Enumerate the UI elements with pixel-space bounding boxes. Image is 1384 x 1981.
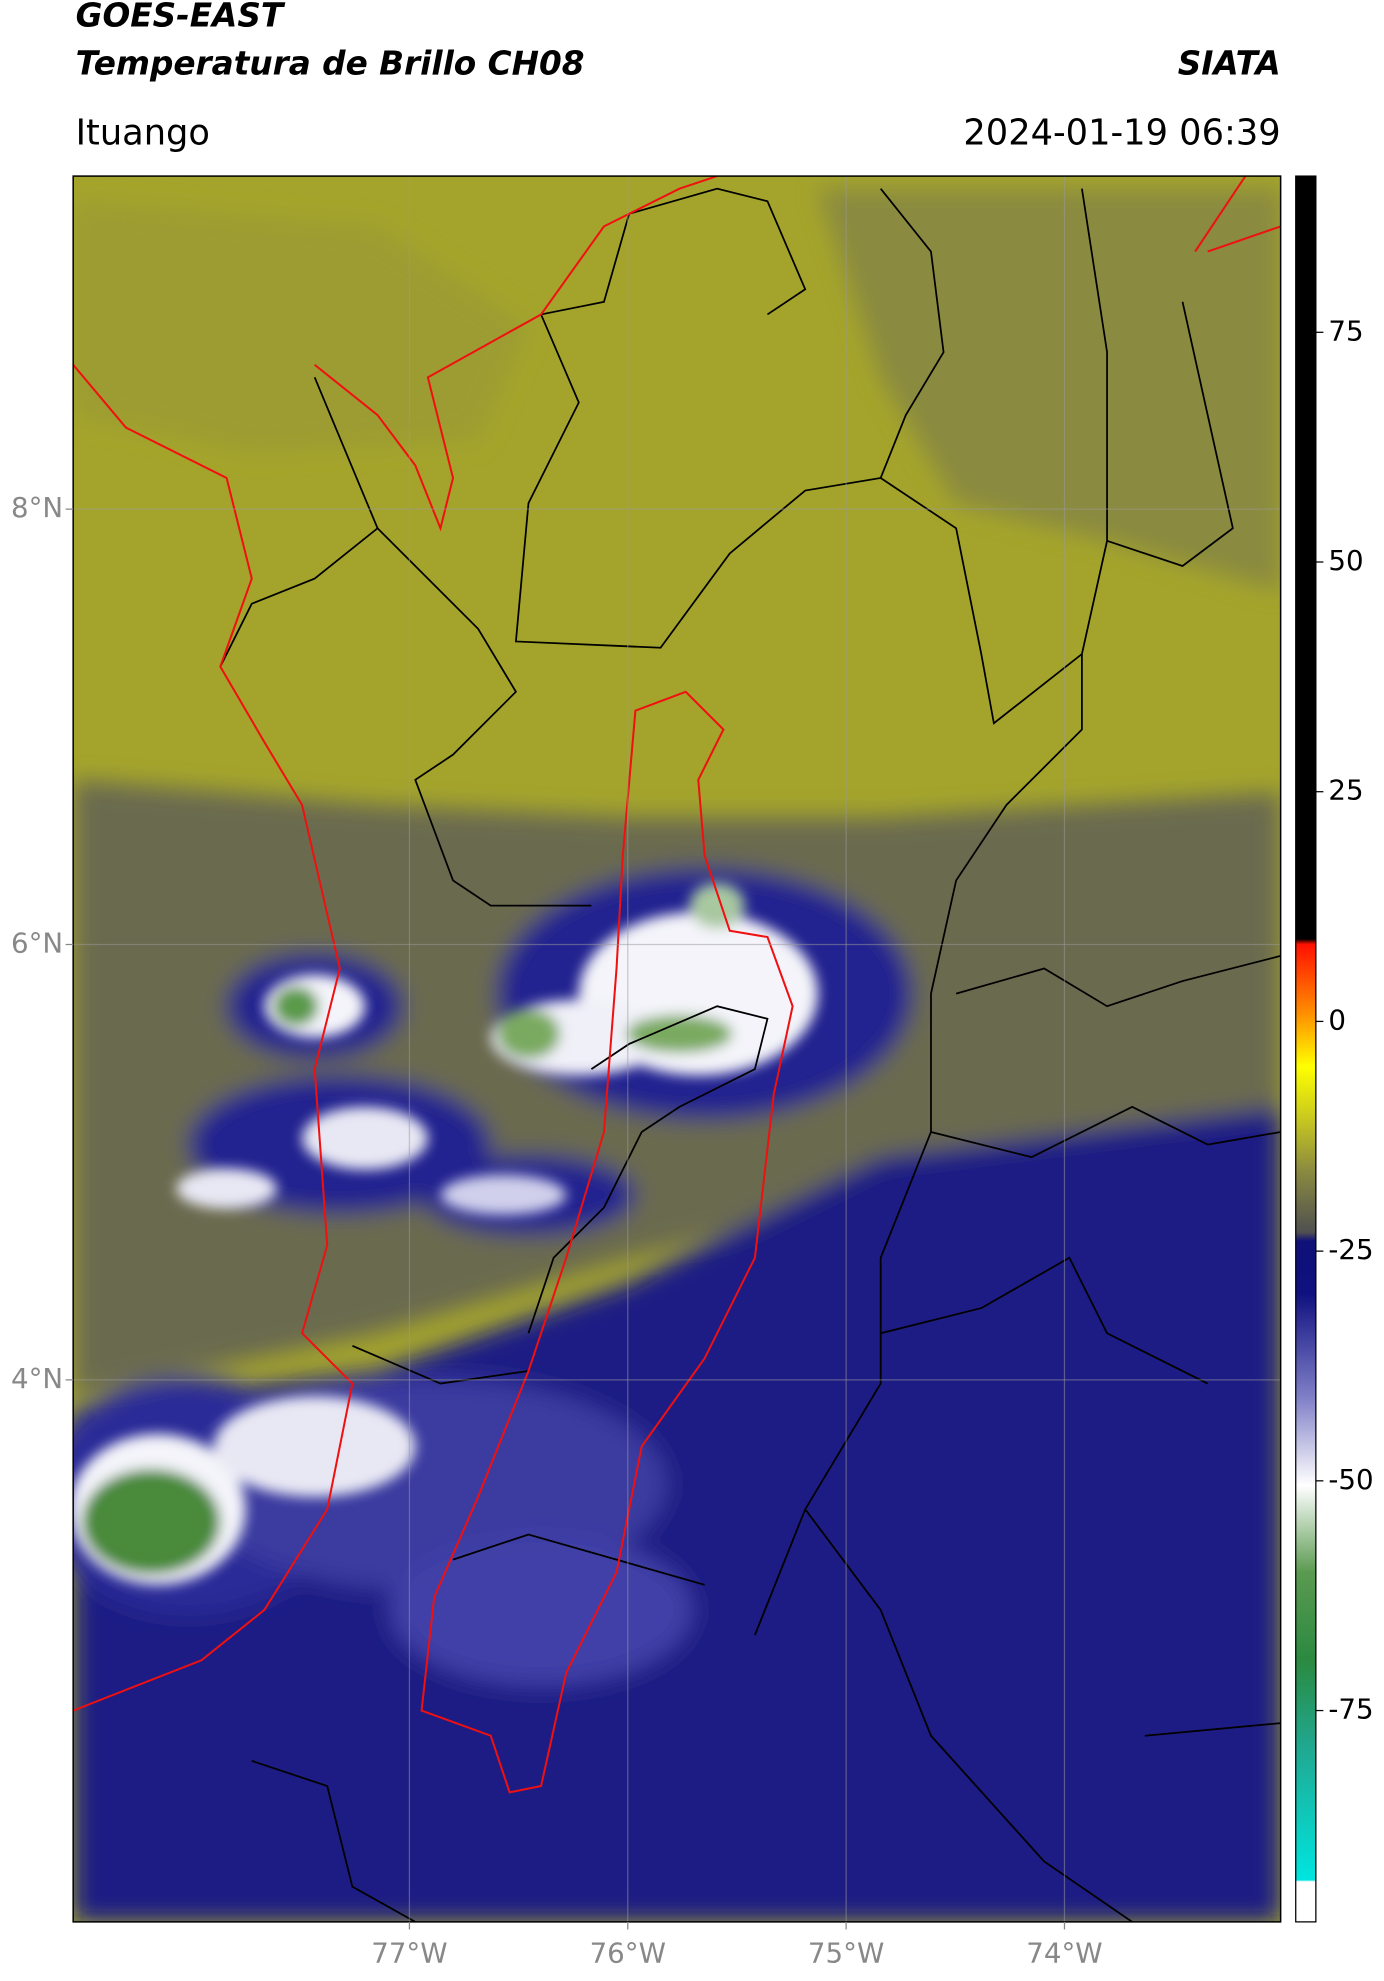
colorbar-tick-label: -25 xyxy=(1328,1233,1373,1266)
subtitle: Temperatura de Brillo CH08 xyxy=(76,44,585,82)
grid xyxy=(73,176,1281,1922)
y-tick-label: 6°N xyxy=(11,927,63,960)
colorbar-tick-label: -50 xyxy=(1328,1463,1373,1496)
map-frame xyxy=(72,175,1282,1923)
y-tick-label: 8°N xyxy=(11,491,63,524)
colorbar-tick-label: 25 xyxy=(1328,774,1363,807)
map-image xyxy=(73,176,1281,1922)
x-tick-label: 76°W xyxy=(590,1937,666,1970)
x-tick-label: 74°W xyxy=(1026,1937,1102,1970)
y-tick-label: 4°N xyxy=(11,1362,63,1395)
x-tick-label: 77°W xyxy=(371,1937,447,1970)
colorbar-tick-label: -75 xyxy=(1328,1693,1373,1726)
colorbar xyxy=(1295,175,1317,1923)
timestamp: 2024-01-19 06:39 xyxy=(963,113,1280,154)
location: Ituango xyxy=(76,113,210,154)
x-tick-label: 75°W xyxy=(808,1937,884,1970)
colorbar-tick-label: 50 xyxy=(1328,544,1363,577)
brand: SIATA xyxy=(1178,44,1281,82)
colorbar-tick-label: 75 xyxy=(1328,314,1363,347)
title: GOES-EAST xyxy=(76,0,286,35)
colorbar-tick-label: 0 xyxy=(1328,1003,1346,1036)
